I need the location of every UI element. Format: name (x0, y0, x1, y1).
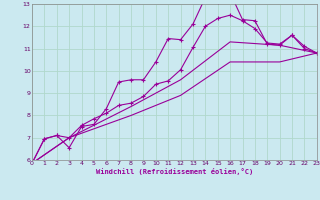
X-axis label: Windchill (Refroidissement éolien,°C): Windchill (Refroidissement éolien,°C) (96, 168, 253, 175)
